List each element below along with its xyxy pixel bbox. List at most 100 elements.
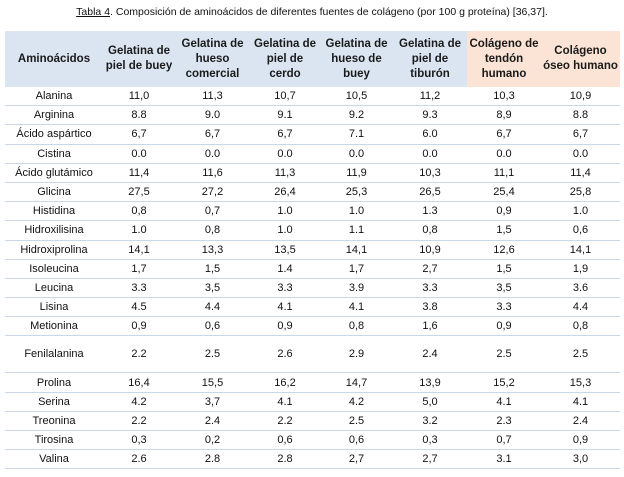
value-cell: 9.3 (393, 105, 467, 126)
value-cell: 1,7 (320, 259, 393, 279)
value-cell: 2.6 (103, 449, 175, 470)
value-cell: 11,3 (175, 87, 250, 107)
table: Aminoácidos Gelatina de piel de buey Gelat… (5, 31, 620, 470)
value-cell: 14,1 (541, 240, 620, 260)
amino-acid-cell: Lisina (5, 297, 103, 318)
value-cell: 26,5 (393, 182, 467, 203)
table-row: Ácido aspártico 6,7 6,7 6,7 7.1 6.0 6,7 6,7 (5, 124, 620, 145)
table-body: Alanina 11,0 11,3 10,7 10,5 11,2 10,3 10,9 Argin… (5, 87, 620, 470)
amino-acid-cell: Arginina (5, 105, 103, 126)
header-row: Aminoácidos Gelatina de piel de buey Gelat… (5, 31, 620, 87)
value-cell: 2.5 (320, 411, 393, 432)
value-cell: 4.4 (541, 297, 620, 318)
value-cell: 6,7 (103, 124, 175, 145)
value-cell: 0.0 (320, 144, 393, 164)
table-row: Leucina 3.3 3,5 3.3 3.9 3.3 3,5 3.6 (5, 278, 620, 299)
value-cell: 4.1 (541, 392, 620, 412)
value-cell: 1,5 (467, 220, 541, 241)
value-cell: 26,4 (250, 182, 320, 203)
value-cell: 25,8 (541, 182, 620, 203)
value-cell: 1,9 (541, 259, 620, 279)
value-cell: 11,6 (175, 163, 250, 183)
value-cell: 13,3 (175, 240, 250, 260)
table-row: Histidina 0,8 0,7 1.0 1.0 1.3 0,9 1.0 (5, 201, 620, 222)
caption-label: Tabla 4 (76, 6, 111, 18)
value-cell: 25,3 (320, 182, 393, 203)
table-row: Metionina 0,9 0,6 0,9 0,8 1,6 0,9 0,8 (5, 316, 620, 337)
value-cell: 3.3 (103, 278, 175, 299)
amino-acid-cell: Hidroxilisina (5, 220, 103, 241)
header-cell: Colágeno de tendón humano (467, 31, 541, 87)
value-cell: 2.8 (175, 449, 250, 470)
table-row: Alanina 11,0 11,3 10,7 10,5 11,2 10,3 10,9 (5, 87, 620, 107)
value-cell: 5,0 (393, 392, 467, 412)
header-cell: Colágeno óseo humano (541, 31, 620, 87)
value-cell: 6,7 (250, 124, 320, 145)
amino-acid-cell: Fenilalanina (5, 335, 103, 374)
value-cell: 0,6 (320, 430, 393, 451)
value-cell: 0.0 (103, 144, 175, 164)
value-cell: 9.2 (320, 105, 393, 126)
value-cell: 4.2 (320, 392, 393, 412)
value-cell: 0.0 (175, 144, 250, 164)
header-cell: Gelatina de piel de cerdo (250, 31, 320, 87)
value-cell: 0,8 (103, 201, 175, 222)
value-cell: 11,4 (541, 163, 620, 183)
value-cell: 1,6 (393, 316, 467, 337)
header-cell: Gelatina de hueso de buey (320, 31, 393, 87)
value-cell: 8,9 (467, 105, 541, 126)
header-cell: Aminoácidos (5, 31, 103, 87)
table-row: Prolina 16,4 15,5 16,2 14,7 13,9 15,2 15,3 (5, 372, 620, 393)
amino-acid-cell: Alanina (5, 87, 103, 107)
value-cell: 4.1 (320, 297, 393, 318)
value-cell: 0.0 (541, 144, 620, 164)
caption: Tabla 4. Composición de aminoácidos de d… (0, 6, 624, 18)
value-cell: 2.2 (103, 335, 175, 374)
value-cell: 2.2 (250, 411, 320, 432)
value-cell: 0,8 (320, 316, 393, 337)
value-cell: 4.1 (250, 297, 320, 318)
amino-acid-cell: Histidina (5, 201, 103, 222)
amino-acid-cell: Leucina (5, 278, 103, 299)
value-cell: 10,9 (393, 240, 467, 260)
value-cell: 4.1 (250, 392, 320, 412)
value-cell: 0,9 (467, 316, 541, 337)
value-cell: 11,1 (467, 163, 541, 183)
value-cell: 15,5 (175, 372, 250, 393)
value-cell: 11,9 (320, 163, 393, 183)
value-cell: 2.5 (541, 335, 620, 374)
table-row: Treonina 2.2 2.4 2.2 2.5 3.2 2.3 2.4 (5, 411, 620, 432)
value-cell: 2,7 (393, 259, 467, 279)
amino-acid-cell: Serina (5, 392, 103, 412)
value-cell: 15,3 (541, 372, 620, 393)
header-cell: Gelatina de piel de tiburón (393, 31, 467, 87)
value-cell: 0,9 (103, 316, 175, 337)
value-cell: 3,0 (541, 449, 620, 470)
value-cell: 11,4 (103, 163, 175, 183)
value-cell: 4.4 (175, 297, 250, 318)
value-cell: 1.0 (541, 201, 620, 222)
table-row: Arginina 8.8 9.0 9.1 9.2 9.3 8,9 8.8 (5, 105, 620, 126)
value-cell: 27,5 (103, 182, 175, 203)
value-cell: 2.4 (175, 411, 250, 432)
value-cell: 1.1 (320, 220, 393, 241)
amino-acid-cell: Glicina (5, 182, 103, 203)
value-cell: 27,2 (175, 182, 250, 203)
value-cell: 3.3 (467, 297, 541, 318)
value-cell: 2.6 (250, 335, 320, 374)
value-cell: 6.0 (393, 124, 467, 145)
value-cell: 1,5 (467, 259, 541, 279)
value-cell: 6,7 (467, 124, 541, 145)
value-cell: 0,3 (103, 430, 175, 451)
value-cell: 10,3 (393, 163, 467, 183)
value-cell: 3.6 (541, 278, 620, 299)
amino-acid-cell: Ácido glutámico (5, 163, 103, 183)
amino-acid-cell: Tirosina (5, 430, 103, 451)
table-row: Cistina 0.0 0.0 0.0 0.0 0.0 0.0 0.0 (5, 144, 620, 164)
value-cell: 1,7 (103, 259, 175, 279)
table-row: Fenilalanina 2.2 2.5 2.6 2.9 2.4 2.5 2.5 (5, 335, 620, 374)
value-cell: 1.0 (103, 220, 175, 241)
amino-acid-cell: Cistina (5, 144, 103, 164)
table-row: Serina 4.2 3,7 4.1 4.2 5,0 4.1 4.1 (5, 392, 620, 412)
value-cell: 10,5 (320, 87, 393, 107)
